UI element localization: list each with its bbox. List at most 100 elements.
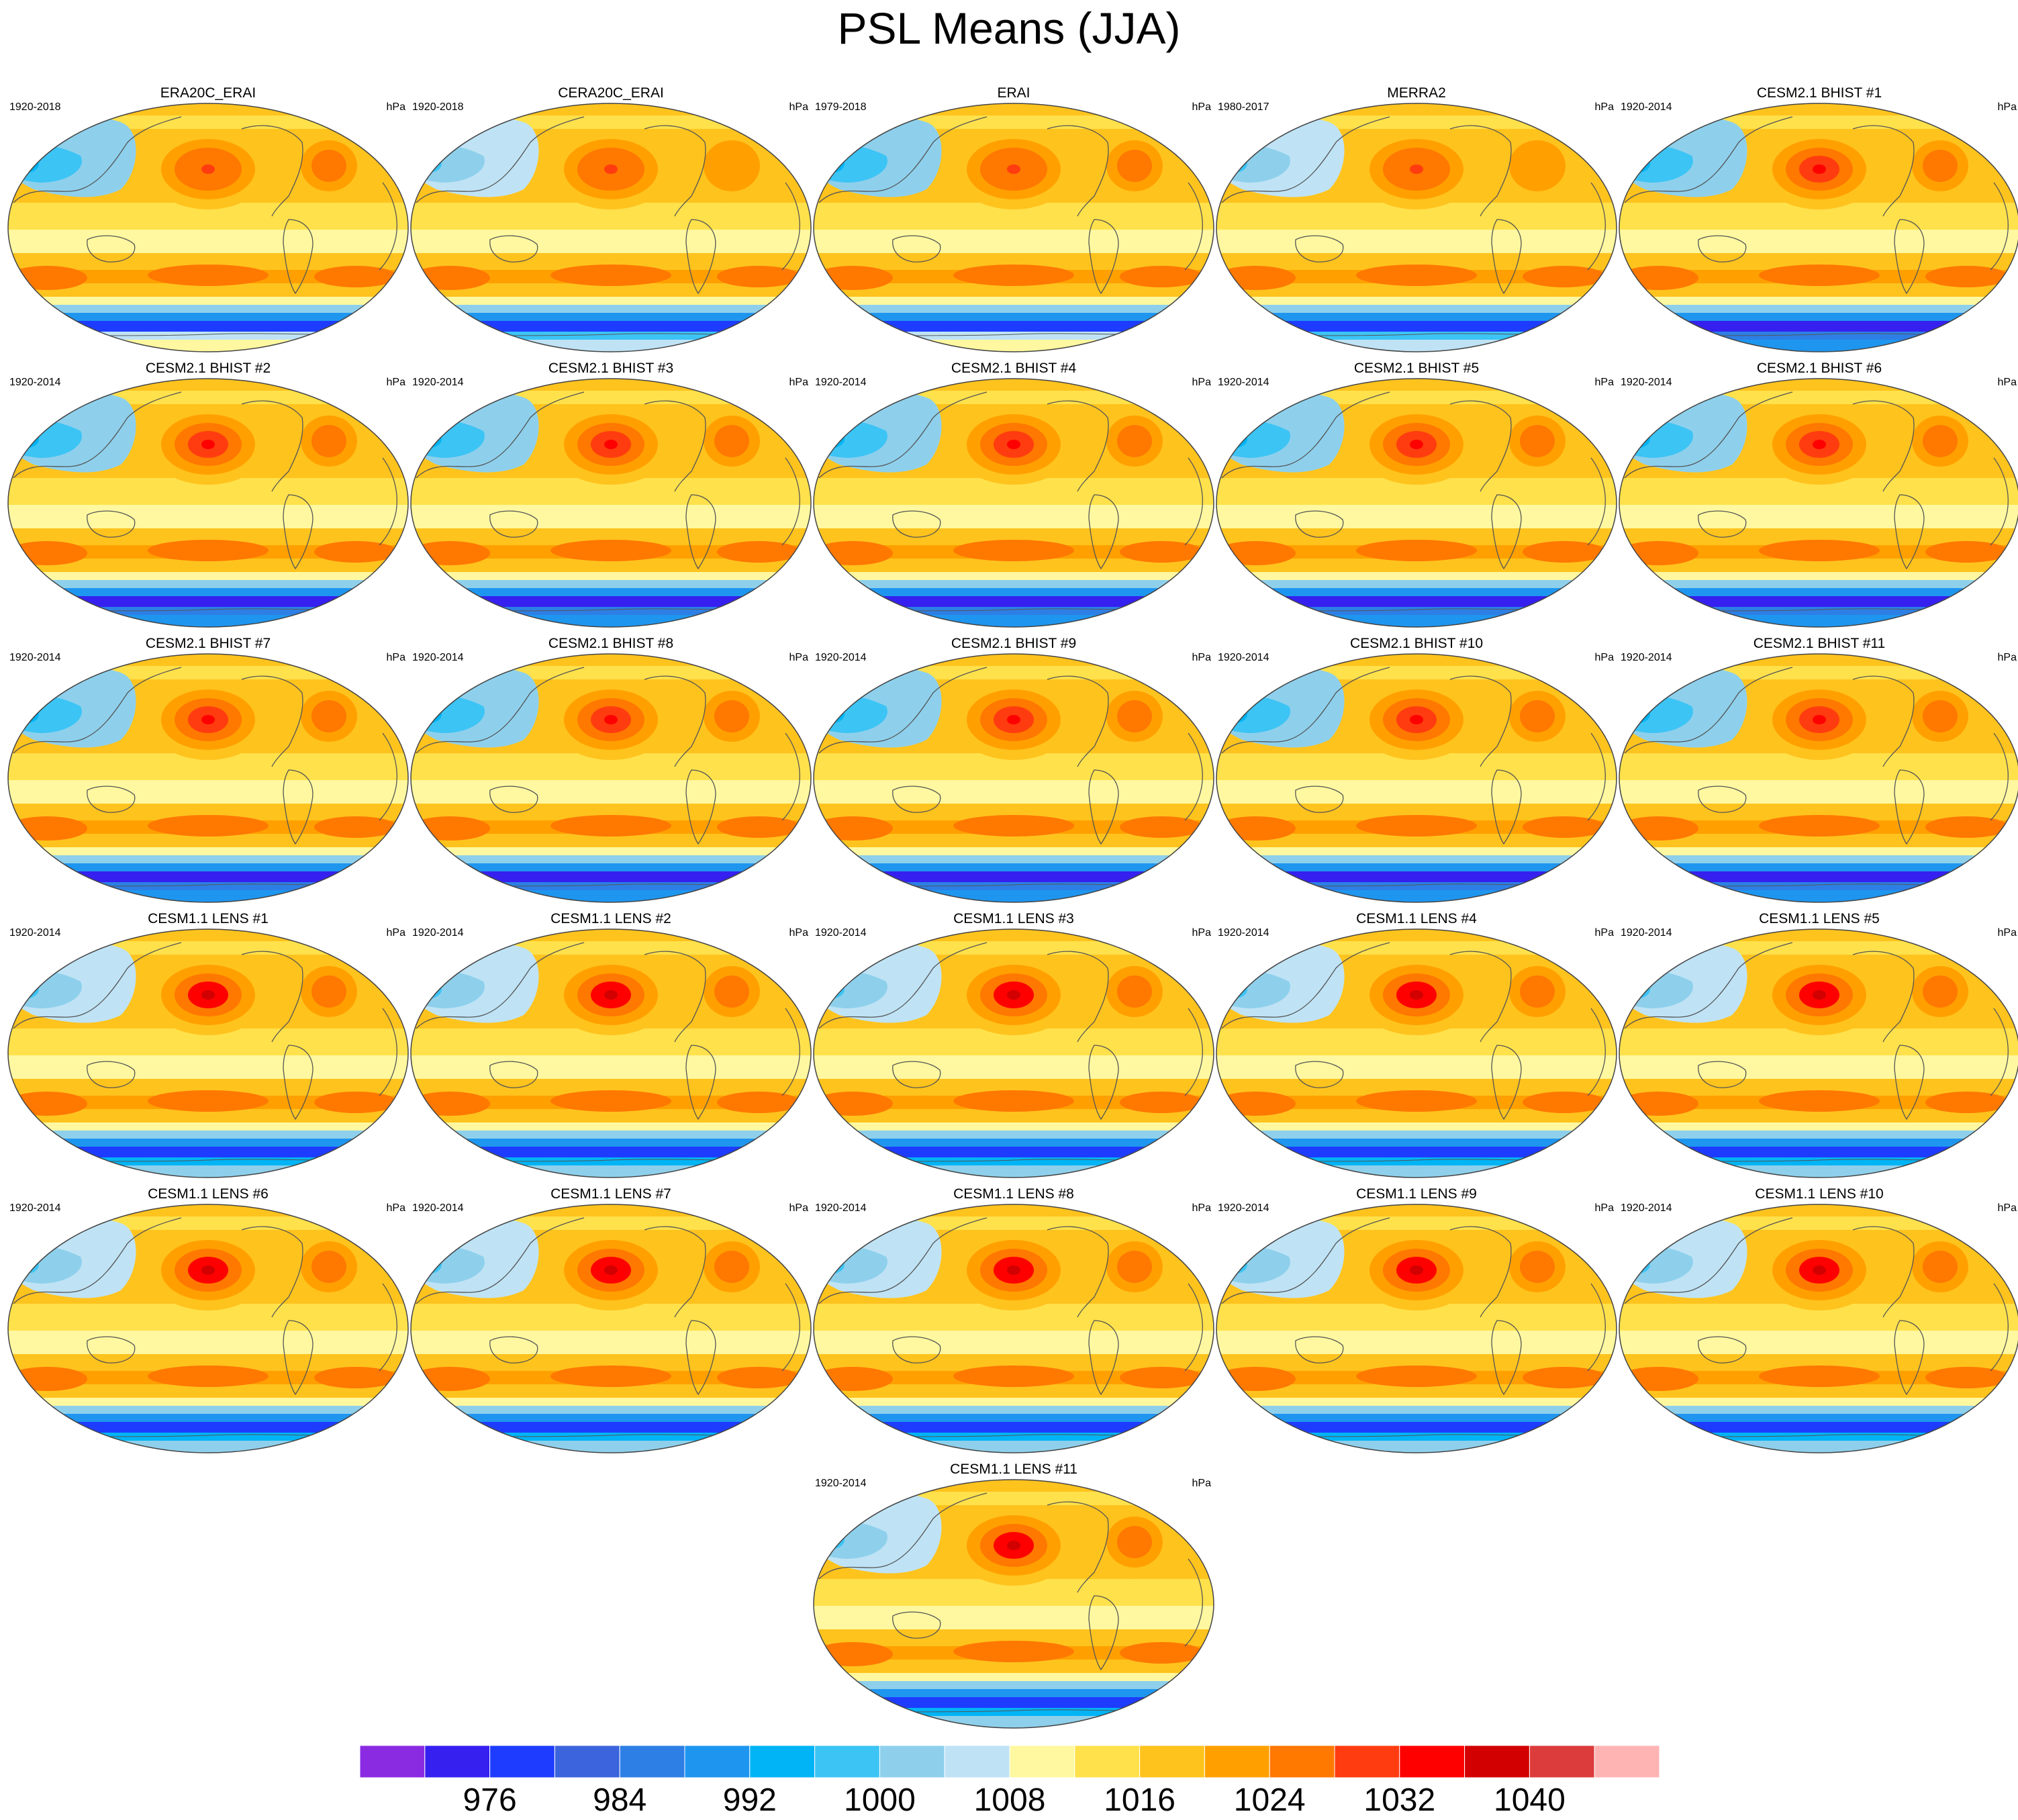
colorbar-tick-label: 1008 [973, 1782, 1046, 1818]
panel-period: 1920-2014 [412, 377, 464, 388]
colorbar-tick-label: 1000 [844, 1782, 916, 1818]
panel-units: hPa [386, 377, 405, 388]
psl-map [7, 378, 409, 628]
panel-units: hPa [1997, 377, 2017, 388]
panel-period: 1920-2014 [1218, 377, 1269, 388]
psl-map [7, 1204, 409, 1453]
panel-units: hPa [1192, 377, 1211, 388]
colorbar-swatch [944, 1745, 1010, 1778]
map-panel: CESM2.1 BHIST #8 1920-2014 hPa [410, 635, 812, 904]
panel-period: 1920-2014 [1218, 1202, 1269, 1214]
psl-map [7, 928, 409, 1178]
panel-period: 1920-2014 [9, 377, 61, 388]
panel-title: CESM1.1 LENS #1 [148, 911, 269, 926]
panel-units: hPa [789, 377, 808, 388]
colorbar-tick-label: 976 [463, 1782, 517, 1818]
colorbar-swatch [1269, 1745, 1335, 1778]
psl-map [813, 103, 1214, 352]
panel-period: 1920-2014 [1218, 927, 1269, 939]
map-panel: CESM1.1 LENS #7 1920-2014 hPa [410, 1186, 812, 1454]
panel-period: 1920-2014 [9, 1202, 61, 1214]
map-panel: CESM2.1 BHIST #10 1920-2014 hPa [1215, 635, 1618, 904]
panel-units: hPa [1192, 1478, 1211, 1489]
panel-period: 1920-2014 [9, 652, 61, 663]
map-panel: CESM2.1 BHIST #3 1920-2014 hPa [410, 360, 812, 628]
panel-title: CESM1.1 LENS #11 [950, 1462, 1077, 1477]
panel-title: CESM1.1 LENS #10 [1755, 1186, 1884, 1202]
colorbar-tick-label: 1032 [1363, 1782, 1436, 1818]
panel-title: CESM2.1 BHIST #10 [1349, 636, 1484, 651]
map-panel: MERRA2 1980-2017 hPa [1215, 85, 1618, 353]
colorbar-swatch [1334, 1745, 1400, 1778]
panel-units: hPa [1594, 927, 1614, 939]
panel-units: hPa [1594, 377, 1614, 388]
map-panel: CESM1.1 LENS #4 1920-2014 hPa [1215, 910, 1618, 1179]
panel-period: 1920-2018 [9, 101, 61, 113]
panel-period: 1920-2014 [815, 652, 867, 663]
colorbar-swatch [749, 1745, 816, 1778]
map-panel: CESM2.1 BHIST #9 1920-2014 hPa [812, 635, 1215, 904]
colorbar-swatch [684, 1745, 751, 1778]
panel-title: CESM1.1 LENS #9 [1356, 1186, 1477, 1202]
psl-map [410, 1204, 812, 1453]
panel-period: 1920-2014 [412, 1202, 464, 1214]
colorbar-swatch [489, 1745, 555, 1778]
panel-title: CESM1.1 LENS #4 [1356, 911, 1477, 926]
map-panel: ERA20C_ERAI 1920-2018 hPa [7, 85, 410, 353]
colorbar-swatch [619, 1745, 685, 1778]
panel-units: hPa [386, 652, 405, 663]
panel-title: MERRA2 [1387, 85, 1446, 101]
psl-map [410, 928, 812, 1178]
psl-map [1216, 103, 1617, 352]
panel-units: hPa [1192, 101, 1211, 113]
panel-units: hPa [789, 652, 808, 663]
panel-period: 1920-2014 [1621, 652, 1672, 663]
panel-period: 1920-2014 [1621, 927, 1672, 939]
colorbar [360, 1745, 1660, 1778]
panel-title: CESM2.1 BHIST #7 [145, 636, 271, 651]
panel-title: CESM1.1 LENS #6 [148, 1186, 269, 1202]
map-panel: CESM1.1 LENS #2 1920-2014 hPa [410, 910, 812, 1179]
map-panel: CESM2.1 BHIST #11 1920-2014 hPa [1618, 635, 2018, 904]
map-panel: CESM2.1 BHIST #2 1920-2014 hPa [7, 360, 410, 628]
map-panel: CESM1.1 LENS #5 1920-2014 hPa [1618, 910, 2018, 1179]
psl-map [813, 653, 1214, 903]
colorbar-swatch [814, 1745, 880, 1778]
map-panel: CESM1.1 LENS #10 1920-2014 hPa [1618, 1186, 2018, 1454]
panel-period: 1920-2014 [412, 652, 464, 663]
panel-title: ERAI [997, 85, 1030, 101]
panel-title: CESM2.1 BHIST #8 [548, 636, 674, 651]
panel-title: CERA20C_ERAI [558, 85, 664, 101]
panel-title: CESM1.1 LENS #2 [550, 911, 671, 926]
map-panel: CESM2.1 BHIST #6 1920-2014 hPa [1618, 360, 2018, 628]
panel-period: 1920-2014 [1621, 1202, 1672, 1214]
panel-title: CESM2.1 BHIST #2 [145, 361, 271, 376]
psl-map [813, 1479, 1214, 1729]
psl-map [1216, 378, 1617, 628]
panel-units: hPa [1997, 652, 2017, 663]
psl-map [410, 103, 812, 352]
map-panel: CESM2.1 BHIST #7 1920-2014 hPa [7, 635, 410, 904]
psl-map [813, 378, 1214, 628]
panel-period: 1980-2017 [1218, 101, 1269, 113]
panel-period: 1920-2014 [1621, 101, 1672, 113]
colorbar-swatch [1464, 1745, 1530, 1778]
panel-title: CESM1.1 LENS #3 [953, 911, 1074, 926]
panel-units: hPa [1192, 652, 1211, 663]
panel-units: hPa [386, 927, 405, 939]
panel-title: CESM1.1 LENS #5 [1759, 911, 1880, 926]
panel-period: 1920-2014 [1621, 377, 1672, 388]
psl-map [813, 1204, 1214, 1453]
panel-period: 1920-2014 [815, 1478, 867, 1489]
panel-title: CESM2.1 BHIST #3 [548, 361, 674, 376]
panel-units: hPa [789, 1202, 808, 1214]
panel-units: hPa [1594, 101, 1614, 113]
panel-units: hPa [789, 927, 808, 939]
panel-title: CESM2.1 BHIST #5 [1353, 361, 1480, 376]
colorbar-swatch [1074, 1745, 1141, 1778]
panel-title: ERA20C_ERAI [160, 85, 256, 101]
panel-period: 1979-2018 [815, 101, 867, 113]
map-panel: ERAI 1979-2018 hPa [812, 85, 1215, 353]
map-panel: CESM1.1 LENS #1 1920-2014 hPa [7, 910, 410, 1179]
colorbar-tick-label: 1024 [1233, 1782, 1306, 1818]
